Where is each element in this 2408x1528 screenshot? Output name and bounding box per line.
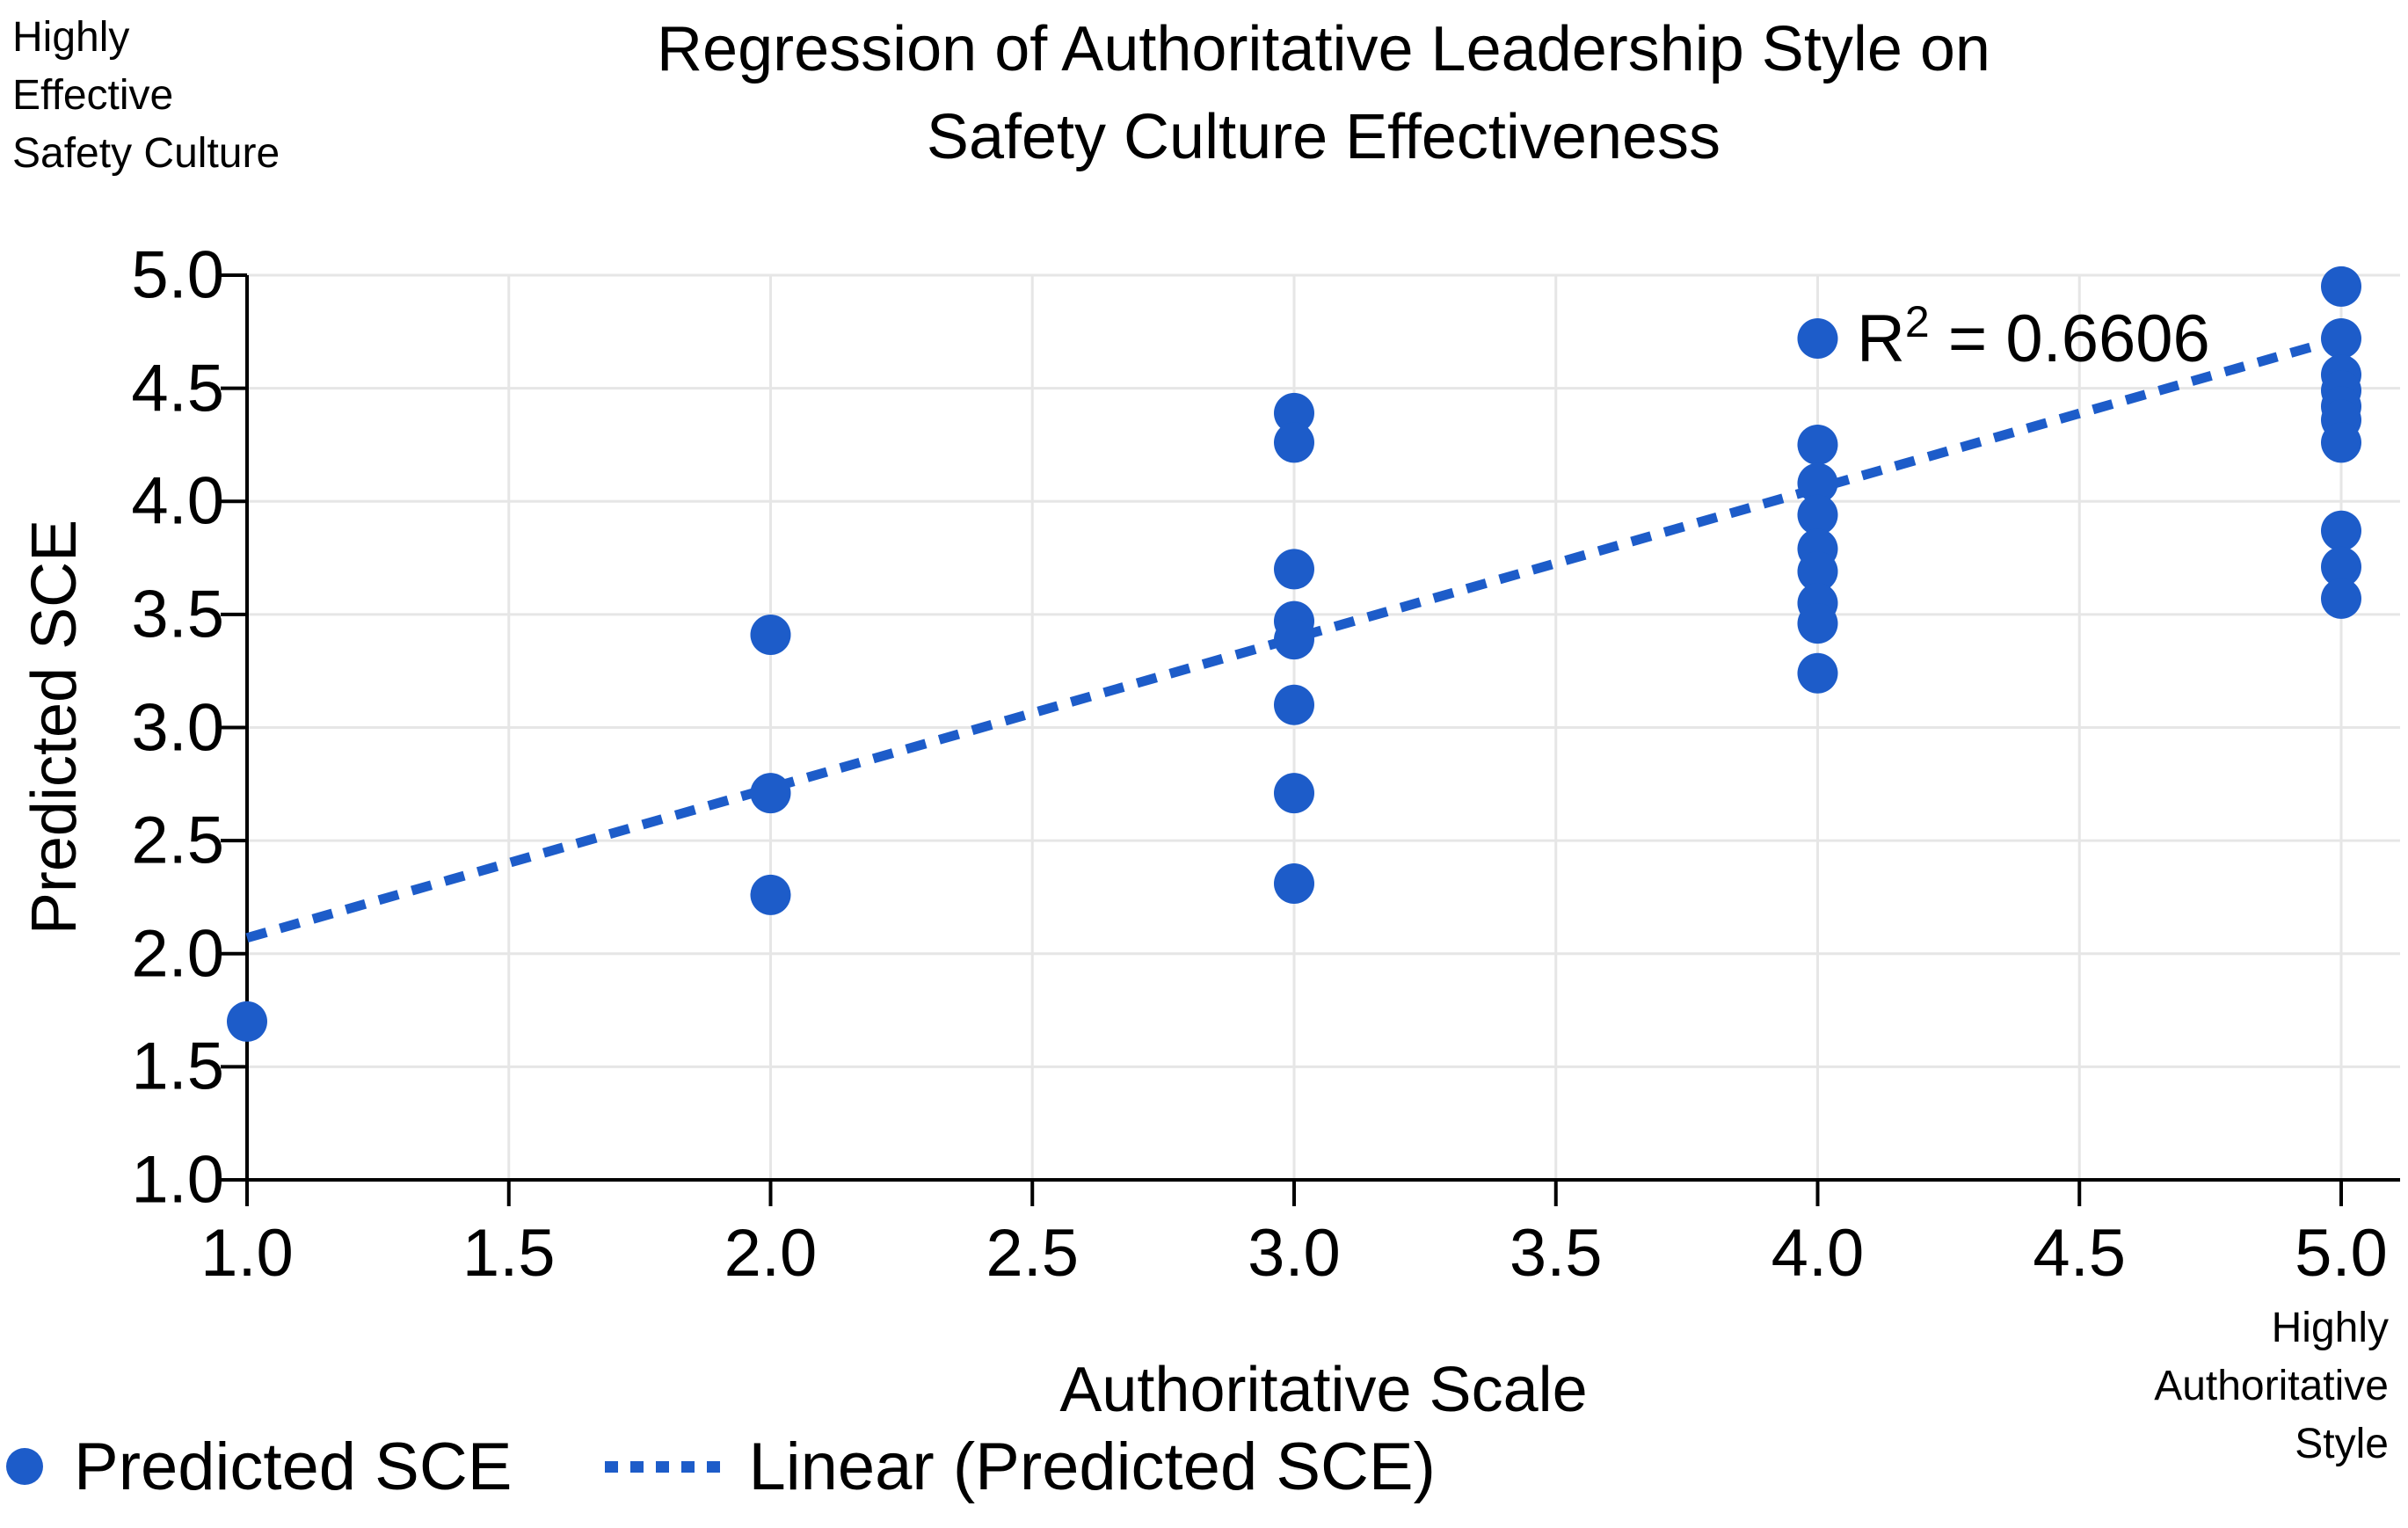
- data-point: [1797, 318, 1838, 360]
- x-tick-label: 4.5: [2033, 1216, 2127, 1291]
- y-tick-label: 1.0: [131, 1142, 224, 1218]
- chart-title: Regression of Authoritative Leadership S…: [247, 5, 2400, 181]
- y-tick-label: 2.0: [131, 916, 224, 992]
- x-tick-label: 2.0: [724, 1216, 818, 1291]
- data-point: [1797, 652, 1838, 694]
- data-point: [2321, 266, 2361, 307]
- data-point: [2321, 578, 2361, 619]
- x-tick-label: 2.5: [986, 1216, 1080, 1291]
- y-axis-high-annotation: Highly Effective Safety Culture: [12, 14, 280, 177]
- x-tick-label: 3.0: [1248, 1216, 1341, 1291]
- chart-title-line1: Regression of Authoritative Leadership S…: [657, 14, 1990, 84]
- data-point: [1274, 549, 1314, 590]
- chart-title-line2: Safety Culture Effectiveness: [926, 102, 1721, 172]
- data-point: [227, 1000, 267, 1042]
- y-tick-label: 4.5: [131, 351, 224, 426]
- data-point: [1274, 684, 1314, 725]
- data-point: [750, 874, 791, 915]
- data-point: [1274, 619, 1314, 660]
- trendline: [245, 333, 2343, 943]
- trendline-swatch: [605, 1460, 721, 1473]
- x-tick-label: 3.5: [1509, 1216, 1603, 1291]
- data-point: [1797, 462, 1838, 504]
- x-tick-label: 5.0: [2295, 1216, 2388, 1291]
- data-point: [1274, 422, 1314, 463]
- y-tick-label: 3.0: [131, 690, 224, 765]
- x-tick-label: 1.5: [462, 1216, 556, 1291]
- r-squared-superscript: 2: [1904, 297, 1930, 346]
- r-squared-value: = 0.6606: [1929, 302, 2210, 376]
- legend-label-predicted-sce: Predicted SCE: [74, 1429, 513, 1504]
- data-point: [1797, 550, 1838, 592]
- x-axis-high-annotation: Highly Authoritative Style: [2154, 1305, 2389, 1467]
- x-tick-label: 4.0: [1771, 1216, 1865, 1291]
- y-tick-label: 3.5: [131, 577, 224, 652]
- data-point: [2321, 510, 2361, 551]
- data-point: [1797, 603, 1838, 644]
- data-points-layer: [227, 266, 2361, 1042]
- data-point: [2321, 422, 2361, 463]
- data-point: [1797, 424, 1838, 465]
- data-point: [1274, 392, 1314, 433]
- x-tick-label: 1.0: [200, 1216, 294, 1291]
- r-squared-prefix: R: [1857, 302, 1905, 376]
- r-squared-annotation: R2 = 0.6606: [1857, 297, 2210, 377]
- data-point: [1274, 773, 1314, 814]
- trendline-layer: [245, 333, 2343, 943]
- legend-label-linear: Linear (Predicted SCE): [748, 1429, 1436, 1504]
- x-axis-title: Authoritative Scale: [1059, 1355, 1588, 1425]
- data-point: [1274, 863, 1314, 905]
- y-tick-label: 1.5: [131, 1029, 224, 1104]
- chart-legend: Predicted SCE Linear (Predicted SCE): [6, 1429, 1436, 1504]
- data-point: [750, 615, 791, 656]
- data-point: [2321, 318, 2361, 360]
- scatter-series-swatch: [6, 1448, 43, 1485]
- y-tick-label: 4.0: [131, 463, 224, 539]
- y-tick-label: 2.5: [131, 803, 224, 878]
- data-point: [1797, 494, 1838, 535]
- y-tick-label: 5.0: [131, 237, 224, 313]
- data-point: [2321, 546, 2361, 587]
- data-point: [750, 773, 791, 814]
